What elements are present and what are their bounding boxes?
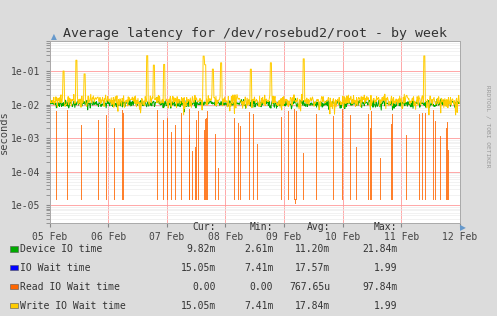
Text: 0.00: 0.00 — [250, 282, 273, 292]
Text: Device IO time: Device IO time — [20, 244, 102, 254]
Text: 767.65u: 767.65u — [289, 282, 331, 292]
Text: Cur:: Cur: — [193, 222, 216, 232]
Text: 0.00: 0.00 — [193, 282, 216, 292]
Text: 15.05m: 15.05m — [181, 301, 216, 311]
Text: 97.84m: 97.84m — [362, 282, 398, 292]
Text: 17.57m: 17.57m — [295, 263, 331, 273]
Text: 15.05m: 15.05m — [181, 263, 216, 273]
Text: 21.84m: 21.84m — [362, 244, 398, 254]
Text: 1.99: 1.99 — [374, 301, 398, 311]
Y-axis label: seconds: seconds — [0, 110, 8, 154]
Text: Max:: Max: — [374, 222, 398, 232]
Text: 2.61m: 2.61m — [244, 244, 273, 254]
Text: 7.41m: 7.41m — [244, 263, 273, 273]
Text: 7.41m: 7.41m — [244, 301, 273, 311]
Text: 9.82m: 9.82m — [187, 244, 216, 254]
Text: ▶: ▶ — [460, 223, 466, 232]
Text: IO Wait time: IO Wait time — [20, 263, 90, 273]
Text: 1.99: 1.99 — [374, 263, 398, 273]
Text: Avg:: Avg: — [307, 222, 331, 232]
Text: Write IO Wait time: Write IO Wait time — [20, 301, 126, 311]
Text: Min:: Min: — [250, 222, 273, 232]
Text: ▲: ▲ — [51, 32, 57, 41]
Text: RRDTOOL / TOBI OETIKER: RRDTOOL / TOBI OETIKER — [486, 85, 491, 168]
Text: 11.20m: 11.20m — [295, 244, 331, 254]
Title: Average latency for /dev/rosebud2/root - by week: Average latency for /dev/rosebud2/root -… — [63, 27, 447, 40]
Text: 17.84m: 17.84m — [295, 301, 331, 311]
Text: Read IO Wait time: Read IO Wait time — [20, 282, 120, 292]
